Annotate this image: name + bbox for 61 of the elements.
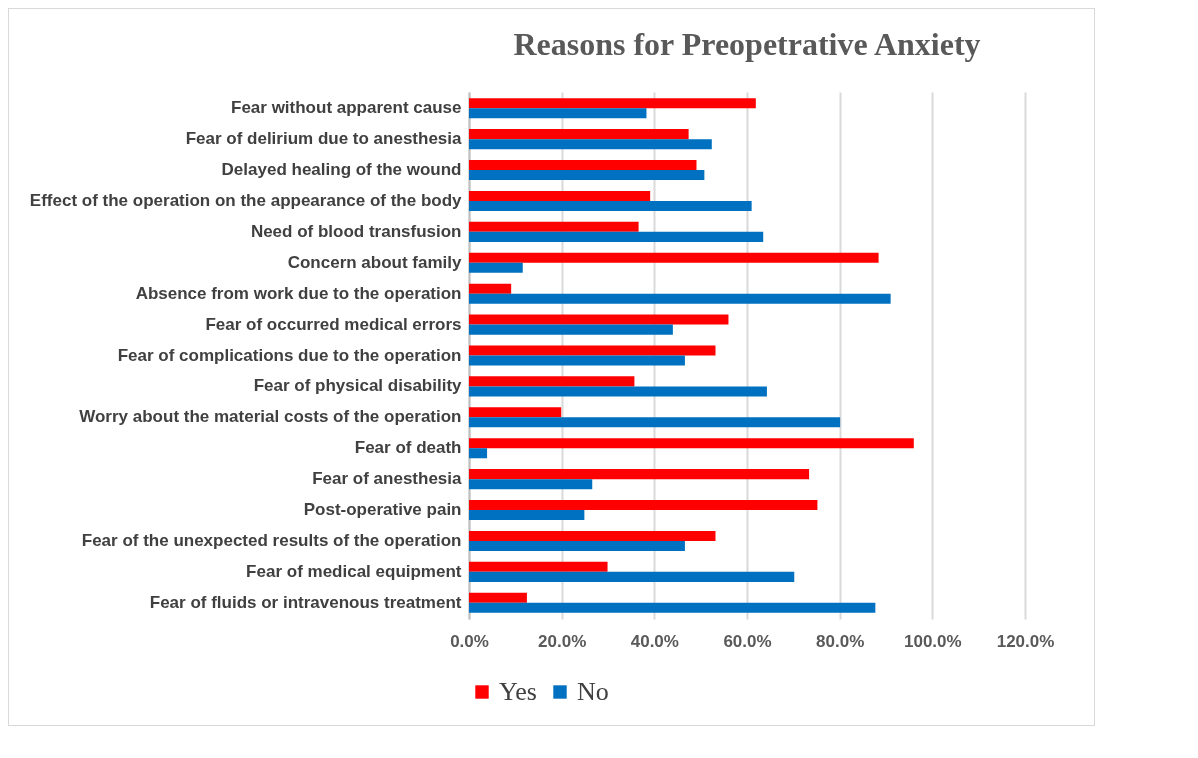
y-tick-label: Worry about the material costs of the operation xyxy=(79,407,462,427)
bar xyxy=(469,417,841,428)
bar xyxy=(469,510,585,521)
y-tick-label: Fear of death xyxy=(354,438,462,458)
y-tick-label: Concern about family xyxy=(287,252,463,272)
bar xyxy=(469,602,876,613)
bar xyxy=(469,561,608,572)
bar xyxy=(469,345,716,356)
bar xyxy=(469,170,705,181)
y-tick-label: Absence from work due to the operation xyxy=(135,283,462,303)
bar xyxy=(469,500,818,511)
bar xyxy=(469,376,635,387)
bar xyxy=(469,314,729,325)
bar xyxy=(469,262,523,273)
bar xyxy=(469,160,697,171)
bar xyxy=(469,469,810,480)
bar xyxy=(469,108,647,119)
y-tick-label: Fear of occurred medical errors xyxy=(205,314,462,334)
y-tick-label: Fear of medical equipment xyxy=(246,561,462,581)
bar xyxy=(469,571,795,582)
bar xyxy=(469,592,527,603)
chart-title: Reasons for Preopetrative Anxiety xyxy=(513,26,981,62)
legend-label: Yes xyxy=(499,677,537,706)
bar xyxy=(469,252,879,263)
y-tick-label: Fear without apparent cause xyxy=(231,98,462,118)
bar xyxy=(469,540,685,551)
bar xyxy=(469,438,914,449)
y-tick-label: Fear of delirium due to anesthesia xyxy=(185,129,463,149)
bar xyxy=(469,407,562,418)
bar xyxy=(469,221,639,232)
y-tick-label: Fear of physical disability xyxy=(253,376,463,396)
y-tick-label: Delayed healing of the wound xyxy=(221,160,462,180)
bar xyxy=(469,479,593,490)
x-tick-label: 100.0% xyxy=(904,631,962,651)
bar xyxy=(469,293,891,304)
y-tick-label: Fear of complications due to the operation xyxy=(117,345,462,365)
y-tick-label: Effect of the operation on the appearance of the body xyxy=(29,190,463,210)
y-tick-label: Fear of fluids or intravenous treatment xyxy=(149,592,462,612)
x-tick-label: 80.0% xyxy=(816,631,865,651)
bar xyxy=(469,190,651,201)
x-tick-label: 0.0% xyxy=(450,631,489,651)
x-tick-label: 20.0% xyxy=(538,631,587,651)
y-tick-label: Fear of anesthesia xyxy=(312,469,463,489)
bar xyxy=(469,139,712,150)
bar xyxy=(469,231,764,242)
bar xyxy=(469,355,685,366)
x-tick-label: 120.0% xyxy=(996,631,1055,651)
bar xyxy=(469,530,716,541)
bar xyxy=(469,98,756,109)
bar xyxy=(469,324,673,335)
legend-label: No xyxy=(577,677,609,706)
bar xyxy=(469,200,752,211)
bar xyxy=(469,448,488,459)
bar xyxy=(469,129,689,140)
bar xyxy=(469,283,512,294)
x-tick-label: 60.0% xyxy=(723,631,772,651)
y-tick-label: Need of blood transfusion xyxy=(250,221,462,241)
y-tick-label: Post-operative pain xyxy=(303,500,462,520)
x-tick-label: 40.0% xyxy=(630,631,679,651)
bar xyxy=(469,386,767,397)
y-tick-label: Fear of the unexpected results of the operation xyxy=(81,530,462,550)
